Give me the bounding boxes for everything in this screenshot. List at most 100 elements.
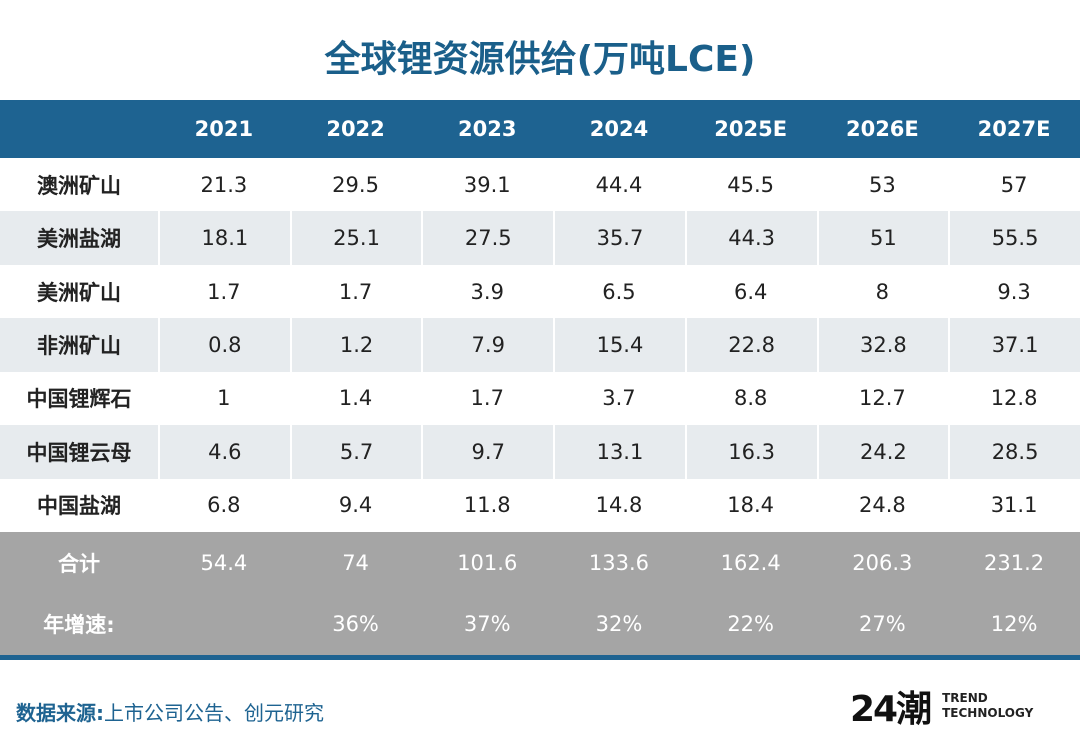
cell <box>158 594 290 656</box>
header-cell: 2023 <box>458 117 517 141</box>
cell: 4.6 <box>158 425 290 479</box>
header-cell: 2027E <box>977 117 1051 141</box>
cell: 21.3 <box>200 172 248 197</box>
cell: 24.2 <box>816 425 949 479</box>
source-label: 数据来源: <box>16 701 104 725</box>
table-row: 2021 2022 2023 2024 2025E 2026E 2027E <box>0 100 1080 158</box>
cell: 231.2 <box>984 550 1045 575</box>
cell: 8 <box>875 279 890 304</box>
cell: 45.5 <box>727 172 775 197</box>
row-label: 中国盐湖 <box>37 494 121 519</box>
title: 全球锂资源供给(万吨LCE) <box>324 39 756 80</box>
cell: 12% <box>990 612 1038 637</box>
cell: 7.9 <box>421 318 553 372</box>
cell: 25.1 <box>289 211 422 265</box>
header-cell: 2025E <box>714 117 788 141</box>
table-row: 美洲矿山 1.7 1.7 3.9 6.5 6.4 8 9.3 <box>0 265 1080 318</box>
row-label: 年增速: <box>43 613 115 638</box>
cell: 44.4 <box>595 172 643 197</box>
cell: 0.8 <box>158 318 290 372</box>
cell: 101.6 <box>457 550 518 575</box>
row-label: 美洲矿山 <box>37 280 121 305</box>
cell: 3.7 <box>602 386 636 411</box>
table-row: 合计 54.4 74 101.6 133.6 162.4 206.3 231.2 <box>0 532 1080 594</box>
cell: 27% <box>859 612 906 637</box>
row-label: 中国锂云母 <box>26 440 132 465</box>
cell: 22.8 <box>684 318 817 372</box>
cell: 39.1 <box>463 172 511 197</box>
cell: 12.7 <box>858 386 906 411</box>
cell: 36% <box>332 612 379 637</box>
cell: 29.5 <box>332 172 379 197</box>
cell: 31.1 <box>990 493 1038 518</box>
cell: 28.5 <box>948 425 1080 479</box>
row-label: 澳洲矿山 <box>37 173 121 198</box>
header-cell: 2021 <box>194 117 254 141</box>
table-row: 年增速: 36% 37% 32% 22% 27% 12% <box>0 593 1080 656</box>
cell: 53 <box>869 172 896 197</box>
cell: 37.1 <box>948 318 1080 372</box>
cell: 1.7 <box>207 279 241 304</box>
logo-text: TREND TECHNOLOGY <box>942 691 1033 721</box>
cell: 206.3 <box>852 550 913 575</box>
cell: 22% <box>727 612 774 637</box>
cell: 13.1 <box>553 425 685 479</box>
cell: 24.8 <box>858 493 906 518</box>
source-text: 上市公司公告、创元研究 <box>104 701 324 725</box>
cell: 3.9 <box>470 279 504 304</box>
cell: 12.8 <box>990 386 1038 411</box>
cell: 8.8 <box>733 386 768 411</box>
cell: 18.1 <box>158 211 290 265</box>
cell: 32% <box>595 612 643 637</box>
cell: 1.2 <box>289 318 422 372</box>
header-cell: 2024 <box>589 117 649 141</box>
table-row: 中国锂云母 4.6 5.7 9.7 13.1 16.3 24.2 28.5 <box>0 425 1080 479</box>
cell: 5.7 <box>289 425 422 479</box>
cell: 11.8 <box>463 493 511 518</box>
cell: 35.7 <box>553 211 685 265</box>
logo-line: TREND <box>942 691 988 705</box>
logo-mark: 24潮 <box>850 689 932 730</box>
cell: 9.4 <box>338 493 373 518</box>
table-row: 美洲盐湖 18.1 25.1 27.5 35.7 44.3 51 55.5 <box>0 211 1080 265</box>
logo: 24潮 TREND TECHNOLOGY <box>850 680 1033 732</box>
cell: 57 <box>1000 172 1028 197</box>
cell: 133.6 <box>588 550 650 575</box>
cell: 37% <box>463 612 511 637</box>
cell: 55.5 <box>948 211 1080 265</box>
row-label: 中国锂辉石 <box>26 387 132 412</box>
cell: 18.4 <box>727 493 775 518</box>
table-row: 中国锂辉石 1 1.4 1.7 3.7 8.8 12.7 12.8 <box>0 372 1080 425</box>
cell: 6.8 <box>207 493 241 518</box>
header-cell: 2026E <box>845 117 919 141</box>
logo-line: TECHNOLOGY <box>942 706 1034 720</box>
source: 数据来源:上市公司公告、创元研究 <box>16 697 324 726</box>
cell: 6.5 <box>602 279 636 304</box>
cell: 15.4 <box>553 318 685 372</box>
cell: 74 <box>342 550 369 575</box>
cell: 14.8 <box>595 493 643 518</box>
table-row: 澳洲矿山 21.3 29.5 39.1 44.4 45.5 53 57 <box>0 158 1080 211</box>
cell: 16.3 <box>684 425 817 479</box>
bottom-rule <box>0 655 1080 660</box>
cell: 1 <box>217 386 231 411</box>
row-label: 非洲矿山 <box>37 333 121 358</box>
cell: 1.7 <box>470 386 504 411</box>
header-cell: 2022 <box>326 117 385 141</box>
cell: 1.4 <box>338 386 373 411</box>
table-row: 中国盐湖 6.8 9.4 11.8 14.8 18.4 24.8 31.1 <box>0 479 1080 532</box>
header-cell <box>0 100 158 158</box>
row-label: 美洲盐湖 <box>37 227 121 252</box>
cell: 32.8 <box>816 318 949 372</box>
cell: 27.5 <box>421 211 553 265</box>
row-label: 合计 <box>58 551 100 576</box>
cell: 54.4 <box>200 550 248 575</box>
cell: 44.3 <box>684 211 817 265</box>
cell: 6.4 <box>733 279 768 304</box>
cell: 162.4 <box>720 550 781 575</box>
cell: 9.3 <box>997 279 1031 304</box>
cell: 9.7 <box>421 425 553 479</box>
table-row: 非洲矿山 0.8 1.2 7.9 15.4 22.8 32.8 37.1 <box>0 318 1080 372</box>
cell: 1.7 <box>338 279 373 304</box>
